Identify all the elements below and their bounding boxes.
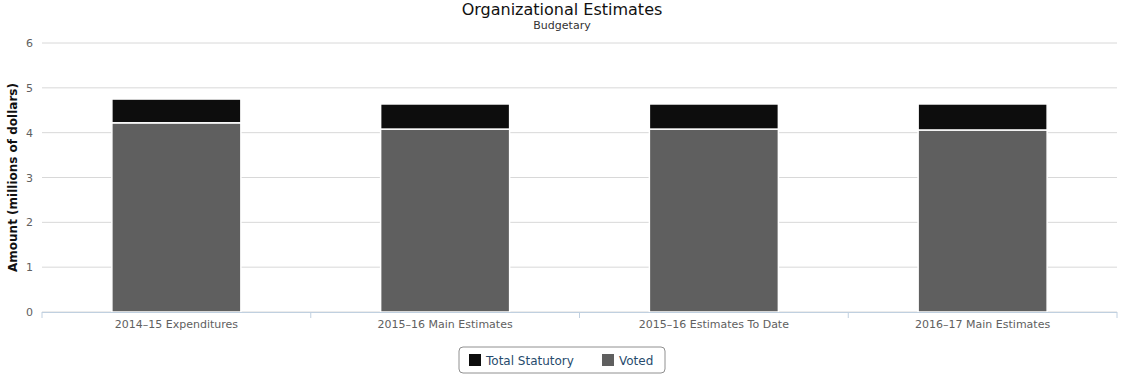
- x-tick: [1117, 312, 1118, 318]
- bar-segment: [649, 129, 778, 312]
- bar-segment: [381, 104, 510, 129]
- grid-line: [42, 43, 1117, 44]
- subtitle: Budgetary: [533, 19, 591, 32]
- x-tick: [848, 312, 849, 318]
- y-tick-label: 5: [26, 82, 33, 95]
- x-tick: [310, 312, 311, 318]
- bar-segment: [918, 130, 1047, 312]
- legend-label: Total Statutory: [485, 354, 574, 368]
- chart: Organizational EstimatesBudgetary 0 1 2 3 4 5 6…: [0, 0, 1124, 381]
- x-tick-label: 2016–17 Main Estimates: [915, 318, 1050, 331]
- bars: [112, 99, 1047, 312]
- grid-line: [42, 87, 1117, 88]
- y-tick-label: 6: [26, 37, 33, 50]
- bar-segment: [381, 129, 510, 312]
- legend-swatch: [469, 354, 481, 366]
- bar-segment: [112, 99, 241, 123]
- y-tick-label: 3: [26, 172, 33, 185]
- x-tick-label: 2015–16 Main Estimates: [378, 318, 513, 331]
- title: Organizational Estimates: [462, 0, 663, 19]
- y-tick-label: 1: [26, 261, 33, 274]
- x-tick-label: 2015–16 Estimates To Date: [639, 318, 789, 331]
- x-tick-label: 2014–15 Expenditures: [115, 318, 239, 331]
- bar-segment: [112, 123, 241, 312]
- bar-segment: [649, 104, 778, 129]
- y-tick-label: 2: [26, 216, 33, 229]
- y-axis-title: Amount (millions of dollars): [6, 83, 20, 272]
- legend: Total Statutory Voted: [459, 347, 665, 373]
- legend-swatch: [602, 354, 614, 366]
- x-tick: [42, 312, 43, 318]
- bar-segment: [918, 104, 1047, 130]
- legend-box: [459, 347, 665, 373]
- y-tick-label: 0: [26, 306, 33, 319]
- y-tick-label: 4: [26, 127, 33, 140]
- legend-label: Voted: [619, 354, 653, 368]
- x-tick: [579, 312, 580, 318]
